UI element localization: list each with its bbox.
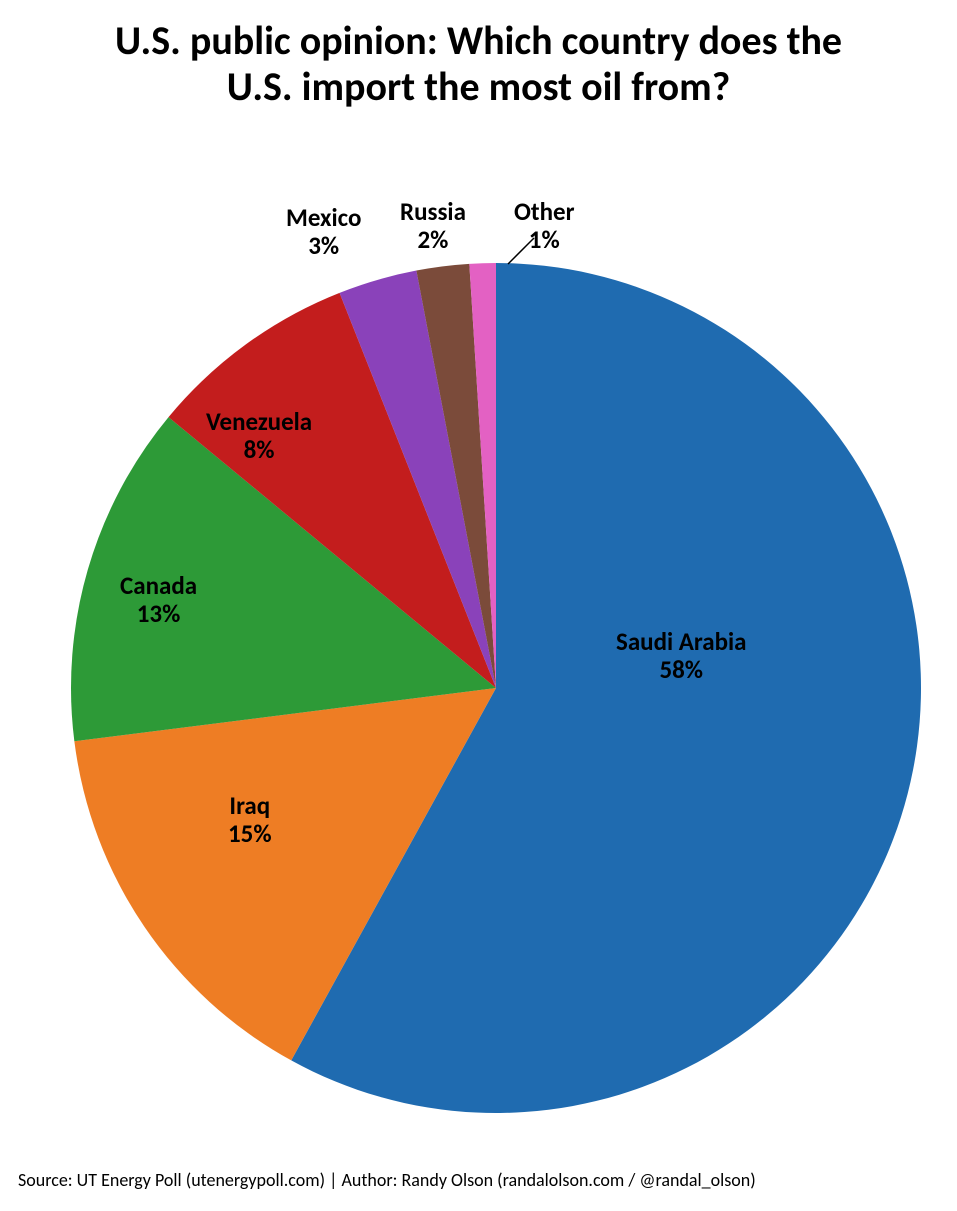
slice-label-name: Other [514, 198, 574, 226]
slice-label-iraq: Iraq15% [228, 792, 272, 847]
slice-label-name: Russia [400, 198, 466, 226]
slice-label-name: Canada [120, 572, 197, 600]
slice-label-saudi-arabia: Saudi Arabia58% [616, 628, 747, 683]
slice-label-percent: 58% [616, 656, 747, 684]
slice-label-percent: 2% [400, 226, 466, 254]
slice-label-name: Mexico [286, 204, 361, 232]
slice-label-percent: 3% [286, 232, 361, 260]
slice-label-venezuela: Venezuela8% [206, 408, 312, 463]
slice-label-russia: Russia2% [400, 198, 466, 253]
slice-label-mexico: Mexico3% [286, 204, 361, 259]
slice-label-other: Other1% [514, 198, 574, 253]
source-line: Source: UT Energy Poll (utenergypoll.com… [18, 1169, 756, 1191]
slice-label-percent: 15% [228, 820, 272, 848]
slice-label-name: Saudi Arabia [616, 628, 747, 656]
slice-label-name: Iraq [228, 792, 272, 820]
slice-label-percent: 8% [206, 436, 312, 464]
chart-page: U.S. public opinion: Which country does … [0, 0, 957, 1211]
slice-label-percent: 13% [120, 600, 197, 628]
slice-label-name: Venezuela [206, 408, 312, 436]
slice-label-canada: Canada13% [120, 572, 197, 627]
slice-label-percent: 1% [514, 226, 574, 254]
